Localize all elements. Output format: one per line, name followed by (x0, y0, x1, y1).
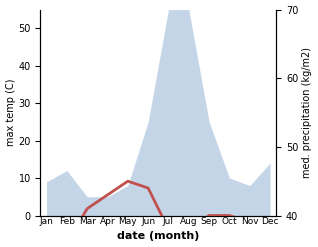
Y-axis label: max temp (C): max temp (C) (5, 79, 16, 146)
X-axis label: date (month): date (month) (117, 231, 199, 242)
Y-axis label: med. precipitation (kg/m2): med. precipitation (kg/m2) (302, 47, 313, 178)
